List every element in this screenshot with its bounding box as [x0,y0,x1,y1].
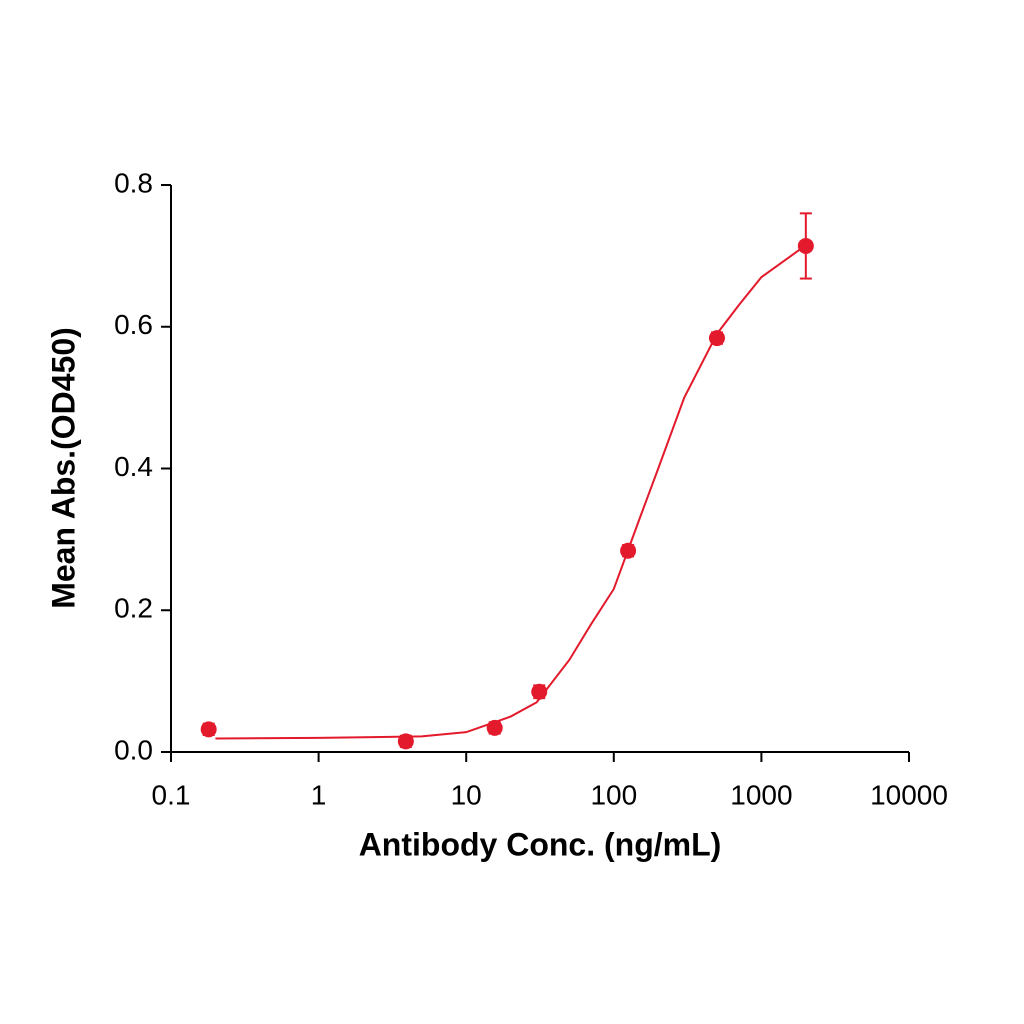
y-tick-label: 0.6 [114,309,153,340]
y-tick-label: 0.4 [114,451,153,482]
x-tick-label: 10 [451,779,482,810]
data-point [531,683,548,700]
data-point [200,721,217,738]
x-tick-label: 100 [590,779,637,810]
data-point [620,542,637,559]
x-tick-label: 1 [311,779,327,810]
y-tick-label: 0.2 [114,593,153,624]
data-point [708,330,725,347]
x-tick-label: 1000 [730,779,792,810]
x-axis-title: Antibody Conc. (ng/mL) [359,826,722,862]
y-axis-title: Mean Abs.(OD450) [45,327,81,609]
data-point [797,237,814,254]
x-tick-label: 10000 [870,779,948,810]
x-tick-label: 0.1 [152,779,191,810]
y-tick-label: 0.0 [114,734,153,765]
y-tick-label: 0.8 [114,167,153,198]
fit-curve [215,244,807,740]
data-point [486,719,503,736]
data-point [397,733,414,750]
